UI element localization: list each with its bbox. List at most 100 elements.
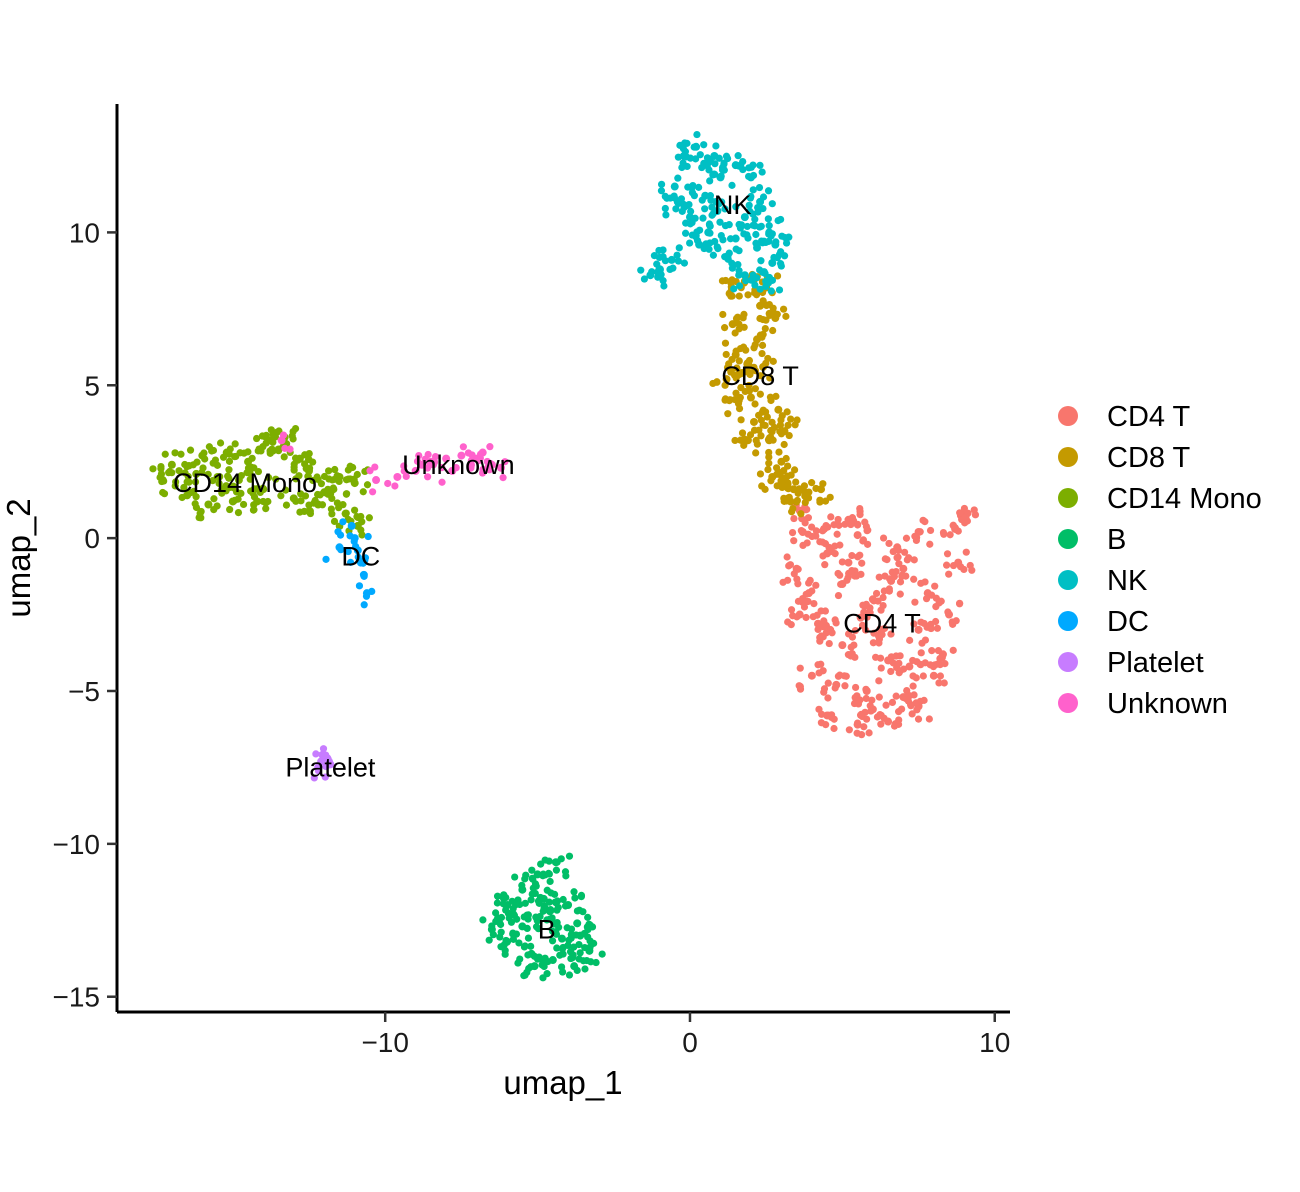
point-cd4-t-fill xyxy=(821,561,829,569)
point-cd4-t-fill xyxy=(970,506,978,514)
point-cd8-t-fill xyxy=(766,374,774,382)
point-cd4-t-fill xyxy=(949,521,957,530)
point-b-fill xyxy=(527,942,535,950)
point-nk-fill xyxy=(716,218,724,226)
point-cd14-mono-fill xyxy=(226,483,234,491)
point-dc-fill xyxy=(359,559,367,567)
point-nk-fill xyxy=(705,245,713,253)
point-cd4-t-fill xyxy=(877,664,885,672)
point-nk-fill xyxy=(714,244,722,253)
point-unknown-fill xyxy=(483,457,491,466)
point-cd4-t-fill xyxy=(896,590,904,598)
point-nk-fill xyxy=(717,172,725,180)
point-cd8-t-fill xyxy=(744,291,752,299)
point-b-fill xyxy=(567,954,575,963)
point-unknown-8 xyxy=(497,463,506,472)
point-cd14-mono-fill xyxy=(324,490,332,498)
point-nk-fill xyxy=(701,205,709,213)
point-nk-fill xyxy=(728,181,736,189)
point-b-fill xyxy=(536,912,544,921)
point-cd8-t-fill xyxy=(731,329,739,337)
point-unknown-fill xyxy=(421,455,429,463)
point-cd4-t-fill xyxy=(949,561,958,570)
point-b-fill xyxy=(552,899,560,907)
point-unknown-fill xyxy=(426,461,434,469)
y-tick-label: −10 xyxy=(53,829,101,860)
point-cd8-t-fill xyxy=(772,392,780,400)
point-nk-fill xyxy=(749,221,757,229)
point-cd8-t-fill xyxy=(787,415,795,423)
point-nk-fill xyxy=(777,262,785,270)
y-ticks: 10 5 0 −5 −10 −15 xyxy=(53,217,117,1013)
point-platelet-fill xyxy=(318,751,326,759)
point-nk-fill xyxy=(755,183,764,192)
cluster-label-dc: DC xyxy=(341,541,380,571)
point-nk-fill xyxy=(705,220,714,228)
point-cd14-mono-fill xyxy=(247,463,256,472)
point-cd4-t-fill xyxy=(803,597,811,606)
axes: −10 0 10 10 5 0 −5 −10 −15 umap_1 umap_2 xyxy=(0,104,1010,1101)
point-cd8-t-fill xyxy=(797,510,805,518)
point-cd8-t-fill xyxy=(769,436,777,444)
point-cd14-mono-fill xyxy=(320,472,329,481)
point-nk-fill xyxy=(758,168,766,176)
point-cd4-t-fill xyxy=(823,549,831,558)
point-cd4-t-fill xyxy=(895,560,903,568)
point-cd4-t-fill xyxy=(819,527,827,535)
point-unknown-fill xyxy=(486,443,494,451)
point-cd4-t-fill xyxy=(898,572,906,580)
point-cd4-t-fill xyxy=(876,654,885,662)
point-cd8-t-fill xyxy=(769,304,777,312)
point-nk-fill xyxy=(674,153,682,161)
point-cd8-t-fill xyxy=(739,314,747,322)
point-cd4-t-fill xyxy=(920,696,928,704)
point-cd4-t-fill xyxy=(863,527,871,535)
point-cd8-t-fill xyxy=(752,449,760,457)
point-b-fill xyxy=(548,914,556,922)
cluster-label-cd8-t: CD8 T xyxy=(721,361,799,391)
point-cd14-mono-fill xyxy=(231,440,239,448)
point-cd4-t-fill xyxy=(845,630,853,638)
point-b-fill xyxy=(545,857,553,865)
point-cd4-t-fill xyxy=(788,529,797,537)
point-cd4-t-fill xyxy=(920,619,928,628)
y-axis-title: umap_2 xyxy=(0,498,37,617)
point-nk-fill xyxy=(775,286,784,294)
point-cd14-mono-fill xyxy=(342,490,350,498)
point-nk-fill xyxy=(662,211,670,219)
point-cd14-mono-fill xyxy=(197,507,205,516)
point-b-fill xyxy=(523,911,531,919)
point-unknown-0 xyxy=(372,476,381,485)
point-dc-fill xyxy=(364,532,372,541)
point-nk-fill xyxy=(699,214,707,222)
cluster-label-b: B xyxy=(538,914,556,944)
point-nk-fill xyxy=(698,196,706,204)
point-b-fill xyxy=(553,944,561,952)
point-cd8-t-fill xyxy=(756,470,765,478)
point-cd14-mono-fill xyxy=(184,478,192,486)
point-cd8-t-fill xyxy=(805,488,813,496)
point-cd4-t-fill xyxy=(790,514,798,523)
point-cd4-t-fill xyxy=(911,598,919,606)
legend-label-cd4-t: CD4 T xyxy=(1107,401,1191,433)
point-cd14-mono-fill xyxy=(181,460,189,469)
point-cd14-mono-fill xyxy=(259,484,267,492)
point-nk-fill xyxy=(732,245,740,253)
point-cd4-t-fill xyxy=(779,578,787,586)
point-cd4-t-fill xyxy=(926,526,935,535)
point-cd8-t-fill xyxy=(783,472,792,480)
point-cd14-mono-fill xyxy=(282,486,290,494)
point-cd14-mono-fill xyxy=(180,483,188,492)
point-nk-fill xyxy=(710,170,718,178)
point-cd14-mono-fill xyxy=(161,450,169,458)
point-nk-fill xyxy=(751,215,759,223)
point-nk-fill xyxy=(756,285,764,293)
point-cd4-t-fill xyxy=(805,579,813,587)
point-cd4-t-fill xyxy=(786,561,795,569)
point-b-fill xyxy=(522,871,530,879)
point-nk-fill xyxy=(734,260,742,269)
point-cd4-t-fill xyxy=(853,719,862,727)
point-cd8-t-fill xyxy=(732,314,741,323)
point-nk-fill xyxy=(711,160,719,168)
point-cd8-t-fill xyxy=(743,359,751,367)
